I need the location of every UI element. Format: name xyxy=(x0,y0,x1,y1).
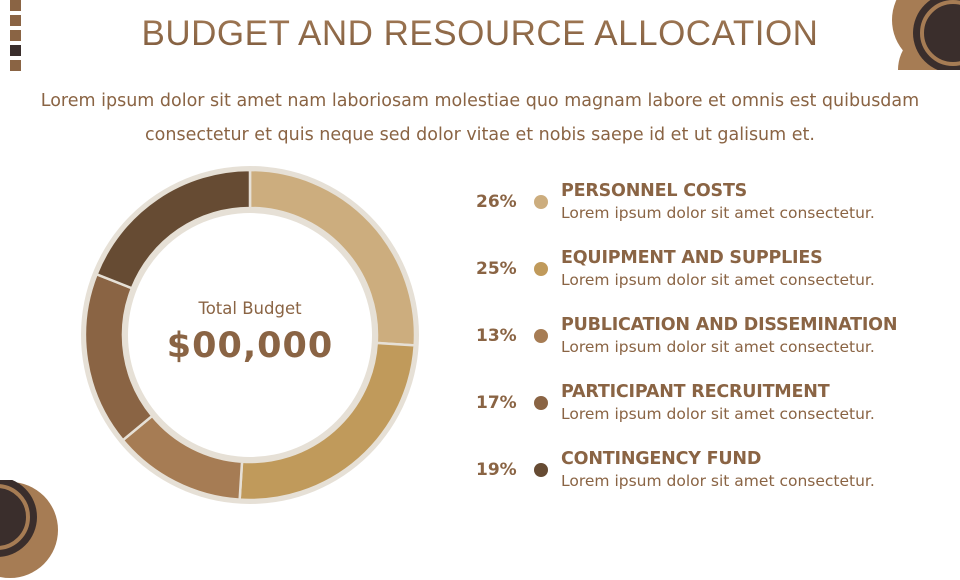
donut-center: Total Budget $00,000 xyxy=(80,165,420,505)
legend-description: Lorem ipsum dolor sit amet consectetur. xyxy=(561,271,875,289)
legend-title: EQUIPMENT AND SUPPLIES xyxy=(561,248,823,268)
legend-percent: 25% xyxy=(476,259,517,279)
legend-description: Lorem ipsum dolor sit amet consectetur. xyxy=(561,472,875,490)
legend-description: Lorem ipsum dolor sit amet consectetur. xyxy=(561,405,875,423)
deco-square xyxy=(10,60,21,71)
legend-item-personnel: 26% PERSONNEL COSTS Lorem ipsum dolor si… xyxy=(474,180,944,247)
legend-dot-icon xyxy=(534,463,548,477)
legend-dot-icon xyxy=(534,396,548,410)
total-budget-value: $00,000 xyxy=(166,325,334,366)
legend-title: PERSONNEL COSTS xyxy=(561,181,748,201)
legend-dot-icon xyxy=(534,195,548,209)
legend-description: Lorem ipsum dolor sit amet consectetur. xyxy=(561,338,875,356)
decorative-squares xyxy=(10,0,21,75)
deco-square xyxy=(10,15,21,26)
legend-percent: 26% xyxy=(476,192,517,212)
decorative-circle-bottom-left xyxy=(0,480,58,578)
donut-chart xyxy=(80,165,420,505)
deco-square xyxy=(10,30,21,41)
legend-description: Lorem ipsum dolor sit amet consectetur. xyxy=(561,204,875,222)
deco-square xyxy=(10,0,21,11)
legend-item-contingency: 19% CONTINGENCY FUND Lorem ipsum dolor s… xyxy=(474,448,944,515)
decorative-circle-top-right xyxy=(892,0,960,70)
legend-title: PUBLICATION AND DISSEMINATION xyxy=(561,315,898,335)
legend-percent: 17% xyxy=(476,393,517,413)
donut-chart-svg xyxy=(81,166,419,504)
legend-percent: 19% xyxy=(476,460,517,480)
legend-percent: 13% xyxy=(476,326,517,346)
legend-title: CONTINGENCY FUND xyxy=(561,449,762,469)
legend-dot-icon xyxy=(534,262,548,276)
legend-title: PARTICIPANT RECRUITMENT xyxy=(561,382,830,402)
total-budget-label: Total Budget xyxy=(198,298,302,318)
donut-segment xyxy=(94,168,252,290)
page-title: BUDGET AND RESOURCE ALLOCATION xyxy=(0,14,960,54)
legend: 26% PERSONNEL COSTS Lorem ipsum dolor si… xyxy=(474,180,944,515)
legend-item-recruitment: 17% PARTICIPANT RECRUITMENT Lorem ipsum … xyxy=(474,381,944,448)
page-subtitle: Lorem ipsum dolor sit amet nam laboriosa… xyxy=(40,91,920,145)
legend-dot-icon xyxy=(534,329,548,343)
legend-item-publication: 13% PUBLICATION AND DISSEMINATION Lorem … xyxy=(474,314,944,381)
legend-item-equipment: 25% EQUIPMENT AND SUPPLIES Lorem ipsum d… xyxy=(474,247,944,314)
deco-square xyxy=(10,45,21,56)
